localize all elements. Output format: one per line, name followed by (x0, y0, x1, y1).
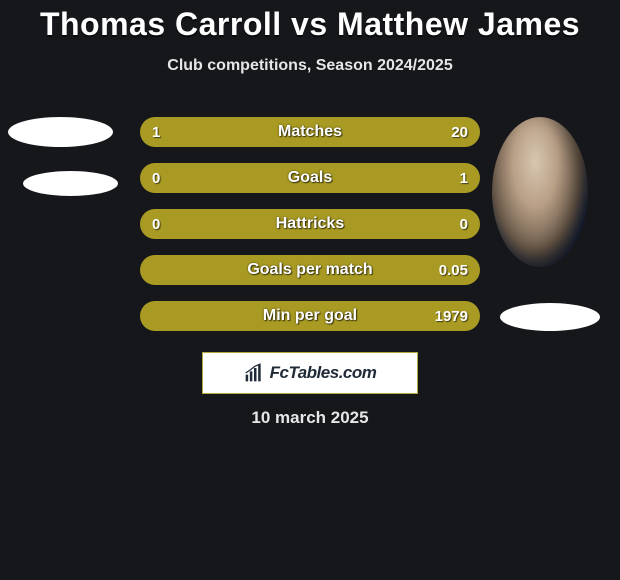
player2-avatar (492, 117, 588, 267)
stat-label: Min per goal (140, 301, 480, 331)
stat-row: 0.05Goals per match (140, 255, 480, 285)
stat-value-left: 1 (152, 117, 160, 147)
date-label: 10 march 2025 (0, 408, 620, 428)
stat-value-right: 0.05 (439, 255, 468, 285)
stat-row: 0 1Goals (140, 163, 480, 193)
stat-value-left: 0 (152, 163, 160, 193)
chart-icon (244, 363, 264, 383)
stat-row: 1979Min per goal (140, 301, 480, 331)
player1-avatar-placeholder-2 (23, 171, 118, 196)
stat-value-left: 0 (152, 209, 160, 239)
stat-value-right: 1979 (435, 301, 468, 331)
stat-label: Goals per match (140, 255, 480, 285)
comparison-bars: 120Matches01Goals00Hattricks0.05Goals pe… (140, 117, 480, 347)
stat-label: Matches (140, 117, 480, 147)
stat-row: 1 20Matches (140, 117, 480, 147)
stat-label: Goals (140, 163, 480, 193)
player1-avatar-placeholder-1 (8, 117, 113, 147)
logo-text: FcTables.com (270, 363, 377, 383)
subtitle: Club competitions, Season 2024/2025 (0, 57, 620, 75)
stat-value-right: 20 (451, 117, 468, 147)
stat-value-right: 0 (460, 209, 468, 239)
page-title: Thomas Carroll vs Matthew James (0, 0, 620, 43)
stat-label: Hattricks (140, 209, 480, 239)
fctables-logo: FcTables.com (202, 352, 418, 394)
player2-avatar-placeholder (500, 303, 600, 331)
stat-row: 0 0Hattricks (140, 209, 480, 239)
stat-value-right: 1 (460, 163, 468, 193)
